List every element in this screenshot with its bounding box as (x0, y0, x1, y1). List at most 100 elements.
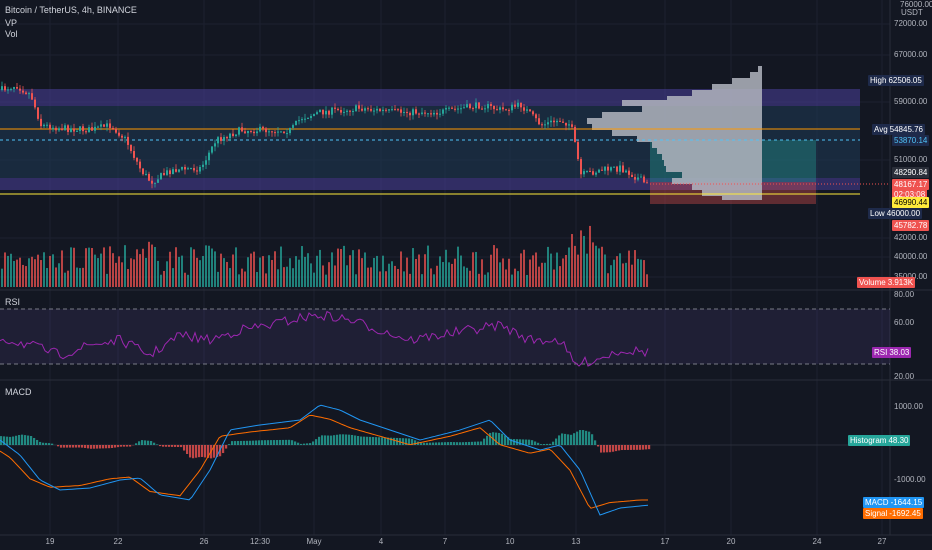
candle-body (301, 119, 303, 121)
volume-bar (46, 268, 48, 287)
macd-label[interactable]: MACD (5, 387, 32, 397)
macd-histogram-bar (222, 445, 225, 454)
poc-price-tag: 53870.14 (892, 135, 930, 146)
time-axis-label: 13 (571, 537, 581, 546)
volume-bar (37, 254, 39, 287)
candle-body (28, 93, 30, 95)
macd-histogram-bar (291, 440, 294, 445)
volume-profile-bar (682, 172, 762, 178)
macd-histogram-bar (66, 445, 69, 448)
price-axis-label: 51000.00 (894, 155, 928, 164)
volume-bar (553, 269, 555, 287)
volume-bar (172, 268, 174, 287)
volume-bar (1, 268, 3, 287)
candle-body (391, 109, 393, 111)
candle-body (457, 108, 459, 110)
volume-bar (343, 245, 345, 287)
volume-bar (490, 254, 492, 287)
candle-body (100, 124, 102, 127)
candle-body (295, 120, 297, 126)
volume-bar (55, 267, 57, 287)
macd-histogram-bar (342, 434, 345, 445)
price-axis-label: 59000.00 (894, 97, 928, 106)
volume-bar (337, 248, 339, 287)
candle-body (76, 130, 78, 132)
macd-histogram-bar (195, 445, 198, 458)
volume-bar (286, 266, 288, 287)
volume-bar (364, 252, 366, 287)
candle-body (604, 166, 606, 171)
candle-body (292, 125, 294, 128)
candle-body (19, 88, 21, 91)
currency-label[interactable]: USDT (901, 8, 923, 17)
macd-histogram-bar (48, 443, 51, 445)
macd-histogram-bar (327, 435, 330, 445)
macd-histogram-bar (408, 438, 411, 445)
volume-bar (370, 267, 372, 287)
volume-bar (451, 263, 453, 287)
volume-bar (613, 259, 615, 287)
candle-body (436, 112, 438, 115)
candle-body (370, 109, 372, 111)
macd-histogram-bar (168, 445, 171, 447)
candle-body (364, 108, 366, 111)
candle-body (637, 177, 639, 180)
volume-bar (169, 251, 171, 287)
signal-value-tag: Signal -1692.45 (863, 508, 923, 519)
rsi-axis-label: 60.00 (894, 318, 915, 327)
macd-histogram-bar (546, 443, 549, 445)
macd-histogram-bar (279, 439, 282, 445)
volume-bar (316, 255, 318, 287)
volume-bar (352, 250, 354, 287)
macd-histogram-bar (519, 439, 522, 445)
volume-bar (4, 252, 6, 287)
candle-body (628, 170, 630, 175)
macd-histogram-bar (525, 439, 528, 445)
volume-bar (298, 259, 300, 287)
macd-histogram-bar (585, 430, 588, 445)
volume-bar (211, 248, 213, 287)
rsi-label[interactable]: RSI (5, 297, 21, 307)
volume-tag: Volume 3.913K (857, 277, 916, 288)
volume-bar (448, 262, 450, 287)
volume-profile-bar (612, 130, 762, 136)
candle-body (424, 112, 426, 114)
macd-histogram-bar (126, 445, 129, 447)
volume-bar (517, 271, 519, 287)
volume-bar (79, 268, 81, 287)
volume-bar (43, 252, 45, 287)
macd-histogram-bar (297, 442, 300, 445)
time-axis-label: 4 (378, 537, 384, 546)
macd-histogram-bar (471, 441, 474, 445)
volume-bar (643, 260, 645, 287)
candle-body (220, 137, 222, 141)
candle-body (484, 108, 486, 110)
candle-body (475, 102, 477, 109)
volume-bar (154, 246, 156, 287)
candle-body (433, 112, 435, 115)
macd-histogram-bar (303, 443, 306, 445)
macd-histogram-bar (369, 436, 372, 445)
macd-histogram-bar (501, 433, 504, 445)
indicator-vol-label[interactable]: Vol (5, 29, 18, 39)
macd-histogram-bar (630, 445, 633, 450)
candle-body (382, 109, 384, 112)
volume-bar (235, 247, 237, 287)
price-axis-top-label: 76000.00 (900, 0, 932, 9)
symbol-title[interactable]: Bitcoin / TetherUS, 4h, BINANCE (5, 5, 137, 15)
macd-histogram-bar (435, 442, 438, 445)
candle-body (439, 113, 441, 115)
volume-bar (595, 245, 597, 287)
indicator-vp-label[interactable]: VP (5, 18, 18, 28)
macd-histogram-bar (504, 435, 507, 445)
candle-body (88, 127, 90, 133)
candle-body (598, 169, 600, 173)
macd-histogram-bar (357, 436, 360, 445)
candle-body (319, 109, 321, 113)
time-axis-label: 27 (877, 537, 887, 546)
volume-bar (445, 249, 447, 287)
macd-histogram-bar (561, 433, 564, 445)
volume-bar (88, 247, 90, 287)
candle-body (640, 176, 642, 178)
